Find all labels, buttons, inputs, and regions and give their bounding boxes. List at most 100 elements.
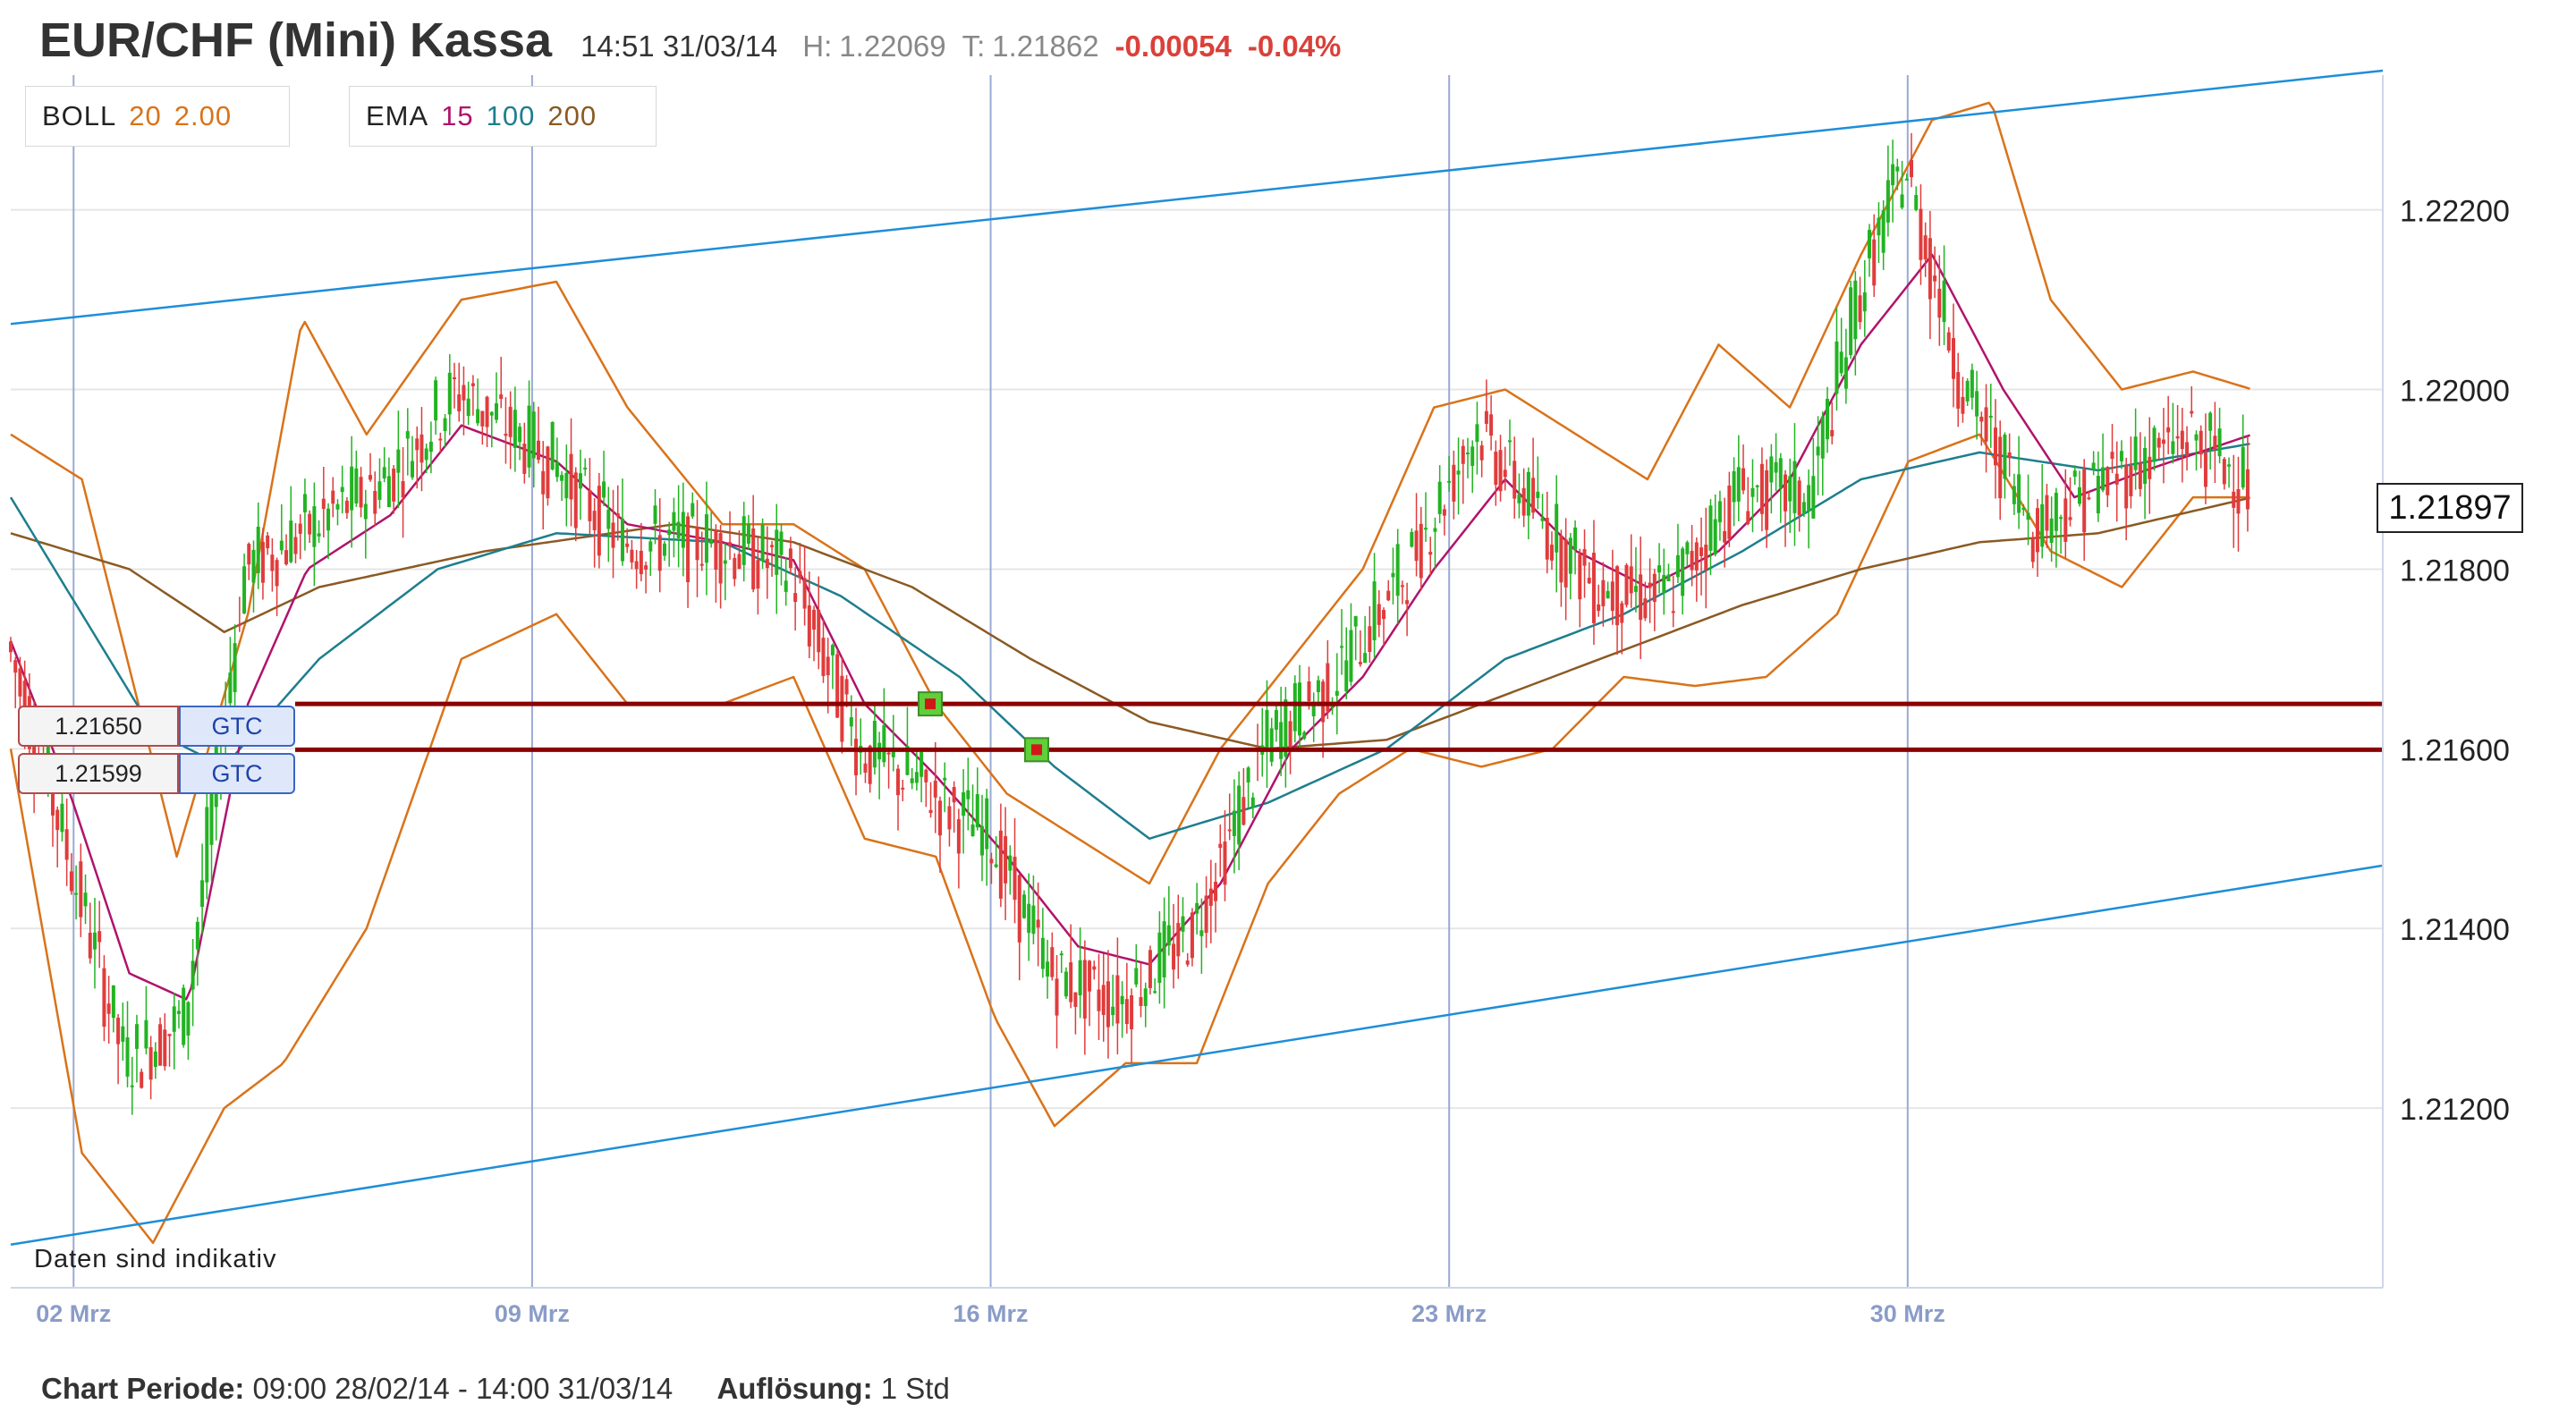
candle-body [970, 824, 975, 837]
candle-body [2175, 436, 2180, 439]
candle-body [74, 892, 79, 895]
channel-lower-line[interactable] [10, 864, 2384, 1247]
candle-body [924, 769, 928, 782]
boll-legend-name: BOLL [42, 100, 117, 131]
candle-body [326, 508, 331, 531]
candle-body [840, 675, 844, 742]
boll-legend-period: 20 [129, 100, 162, 131]
candle-body [1708, 505, 1713, 551]
candle-body [868, 745, 872, 784]
candle-body [1946, 332, 1951, 351]
candle-body [13, 660, 18, 673]
order-tag-2-gtc[interactable]: GTC [179, 753, 295, 794]
candle-body [284, 550, 289, 565]
candle-body [428, 441, 433, 453]
candle-body [578, 473, 582, 489]
candle-body [1027, 903, 1031, 934]
candle-body [321, 498, 326, 509]
candle-body [405, 431, 410, 439]
candle-body [1208, 888, 1213, 906]
candle-body [1513, 461, 1517, 499]
candle-body [1961, 396, 1965, 414]
candle-body [476, 409, 480, 424]
candle-body [741, 516, 746, 565]
candle-body [2091, 462, 2096, 469]
candle-body [1349, 630, 1353, 682]
candle-body [350, 466, 354, 511]
candle-body [2245, 469, 2250, 510]
candle-body [1919, 208, 1923, 260]
candle-body [2157, 437, 2161, 448]
candle-body [270, 554, 275, 571]
candle-body [522, 444, 527, 474]
candle-body [844, 679, 849, 695]
last-price-tag: 1.21897 [2377, 483, 2523, 533]
candle-body [2129, 465, 2133, 496]
order-tag-1[interactable]: 1.21650 GTC [18, 706, 295, 747]
x-tick-label: 23 Mrz [1411, 1300, 1487, 1327]
candle-body [1732, 470, 1736, 503]
candle-body [1358, 662, 1362, 664]
y-tick-label: 1.21600 [2400, 733, 2510, 767]
candle-body [1610, 581, 1614, 612]
candle-body [1942, 280, 1946, 323]
candle-body [1250, 797, 1255, 808]
candle-body [1835, 341, 1839, 394]
candle-body [573, 472, 578, 529]
candle-body [88, 932, 92, 959]
candle-body [802, 578, 807, 609]
order-marker[interactable] [1024, 737, 1049, 763]
candle-body [1984, 407, 1988, 442]
channel-upper-line[interactable] [10, 69, 2384, 326]
candle-body [2114, 473, 2119, 485]
candle-body [148, 1047, 153, 1080]
candle-body [1139, 997, 1143, 1006]
candle-body [1013, 857, 1017, 901]
candles [9, 132, 2250, 1115]
candle-body [1298, 682, 1302, 736]
candle-body [1340, 646, 1344, 648]
order-tag-2[interactable]: 1.21599 GTC [18, 753, 295, 794]
ema-legend-name: EMA [366, 100, 429, 131]
candle-body [1031, 905, 1036, 935]
candle-body [1526, 471, 1530, 516]
ema-legend[interactable]: EMA 15 100 200 [349, 86, 657, 147]
candle-body [1424, 528, 1428, 530]
candle-body [1223, 842, 1227, 885]
candle-body [1872, 239, 1877, 286]
candle-body [1021, 894, 1026, 918]
candle-body [480, 410, 485, 427]
candle-body [546, 446, 550, 499]
candle-body [667, 529, 672, 536]
candle-body [686, 516, 691, 583]
candle-body [1811, 476, 1816, 519]
candle-body [60, 803, 64, 833]
candle-body [1157, 932, 1162, 984]
boll-legend[interactable]: BOLL 20 2.00 [25, 86, 290, 147]
candle-body [447, 372, 452, 415]
order-tag-1-gtc[interactable]: GTC [179, 706, 295, 747]
candle-body [233, 643, 237, 692]
candle-body [79, 861, 83, 918]
candle-body [1909, 159, 1913, 178]
candle-body [2180, 430, 2184, 450]
candle-body [2227, 464, 2232, 467]
candle-body [289, 520, 293, 562]
candle-body [1162, 921, 1166, 977]
ema15-line [9, 253, 2250, 1001]
candle-body [2101, 467, 2106, 491]
candle-body [504, 434, 508, 436]
candle-body [994, 864, 998, 867]
candle-body [2054, 492, 2058, 531]
candle-body [1246, 767, 1250, 782]
candle-body [1279, 722, 1284, 759]
candle-body [1858, 295, 1862, 323]
candle-body [620, 518, 624, 562]
candle-body [1666, 574, 1671, 581]
candle-body [1078, 960, 1082, 996]
change-percent: -0.04% [1247, 30, 1342, 63]
instrument-title: EUR/CHF (Mini) Kassa [39, 13, 553, 67]
candle-body [733, 557, 737, 579]
candle-body [1377, 604, 1381, 625]
